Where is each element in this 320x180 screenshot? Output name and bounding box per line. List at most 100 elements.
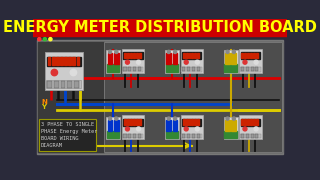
Bar xyxy=(225,120,230,130)
Bar xyxy=(256,53,258,58)
Bar xyxy=(138,67,141,71)
Circle shape xyxy=(115,117,118,120)
Bar xyxy=(165,64,178,72)
Bar xyxy=(231,53,236,64)
Bar xyxy=(241,119,260,126)
Bar xyxy=(38,42,104,152)
Bar xyxy=(166,120,171,130)
Circle shape xyxy=(38,38,41,41)
Circle shape xyxy=(173,50,177,53)
Bar xyxy=(183,53,185,58)
Bar xyxy=(68,57,71,65)
Circle shape xyxy=(254,60,258,64)
Bar xyxy=(124,119,142,126)
Bar xyxy=(253,119,255,125)
Bar xyxy=(251,134,254,138)
Bar xyxy=(253,53,255,58)
Bar xyxy=(194,119,196,125)
Circle shape xyxy=(137,60,140,64)
Bar xyxy=(139,119,140,125)
Bar xyxy=(47,57,81,66)
Bar xyxy=(123,134,143,138)
Bar xyxy=(133,67,136,71)
Bar xyxy=(107,64,119,72)
Bar xyxy=(186,53,188,58)
Bar xyxy=(133,53,135,58)
Bar xyxy=(224,64,237,72)
Bar xyxy=(61,81,66,88)
Bar xyxy=(124,119,126,125)
Circle shape xyxy=(125,127,129,131)
Bar xyxy=(196,67,200,71)
Circle shape xyxy=(232,50,236,53)
Bar xyxy=(196,134,200,138)
Circle shape xyxy=(137,127,140,131)
Bar xyxy=(194,53,196,58)
Bar xyxy=(124,134,127,138)
Bar xyxy=(106,50,120,73)
Circle shape xyxy=(254,127,258,131)
Bar xyxy=(173,120,178,130)
Circle shape xyxy=(70,69,76,76)
Bar xyxy=(246,134,249,138)
Circle shape xyxy=(226,117,229,120)
Text: ENERGY METER DISTRIBUTION BOARD: ENERGY METER DISTRIBUTION BOARD xyxy=(3,20,317,35)
Circle shape xyxy=(243,60,247,64)
Circle shape xyxy=(184,127,188,131)
Bar xyxy=(256,119,258,125)
Bar xyxy=(166,53,171,64)
Bar xyxy=(104,42,282,152)
Bar xyxy=(39,119,96,151)
Bar xyxy=(240,134,261,138)
Bar xyxy=(187,67,190,71)
Bar xyxy=(188,53,190,58)
Bar xyxy=(106,117,120,139)
Bar xyxy=(108,53,112,64)
Bar xyxy=(122,49,144,73)
Circle shape xyxy=(51,69,58,76)
Circle shape xyxy=(167,50,170,53)
Bar xyxy=(250,53,252,58)
Circle shape xyxy=(184,60,188,64)
Bar xyxy=(38,42,282,152)
Bar xyxy=(224,50,238,73)
Bar xyxy=(181,67,202,72)
Bar xyxy=(46,80,81,88)
Bar xyxy=(247,119,249,125)
Bar xyxy=(48,57,51,65)
Bar xyxy=(224,117,238,139)
Bar xyxy=(114,120,119,130)
Bar xyxy=(130,53,132,58)
Bar xyxy=(255,67,259,71)
Bar xyxy=(186,119,188,125)
Bar xyxy=(191,119,193,125)
Bar xyxy=(182,67,185,71)
Bar xyxy=(241,53,244,58)
Bar xyxy=(187,134,190,138)
Bar xyxy=(127,119,129,125)
Bar xyxy=(247,53,249,58)
Bar xyxy=(76,57,79,65)
Bar xyxy=(192,134,195,138)
Bar xyxy=(107,130,119,138)
Bar xyxy=(173,53,178,64)
Bar xyxy=(244,119,246,125)
Bar xyxy=(114,53,119,64)
Bar xyxy=(124,53,126,58)
Bar xyxy=(136,53,138,58)
Bar xyxy=(68,81,72,88)
Bar xyxy=(191,53,193,58)
Bar xyxy=(182,52,201,59)
Bar xyxy=(241,52,260,59)
Circle shape xyxy=(49,38,52,41)
Bar xyxy=(165,50,179,73)
Circle shape xyxy=(167,117,170,120)
Bar xyxy=(138,134,141,138)
Bar xyxy=(239,115,262,139)
Bar xyxy=(225,53,230,64)
Circle shape xyxy=(115,50,118,53)
Bar xyxy=(124,67,127,71)
Bar xyxy=(192,67,195,71)
Bar xyxy=(181,115,203,139)
Circle shape xyxy=(108,117,112,120)
